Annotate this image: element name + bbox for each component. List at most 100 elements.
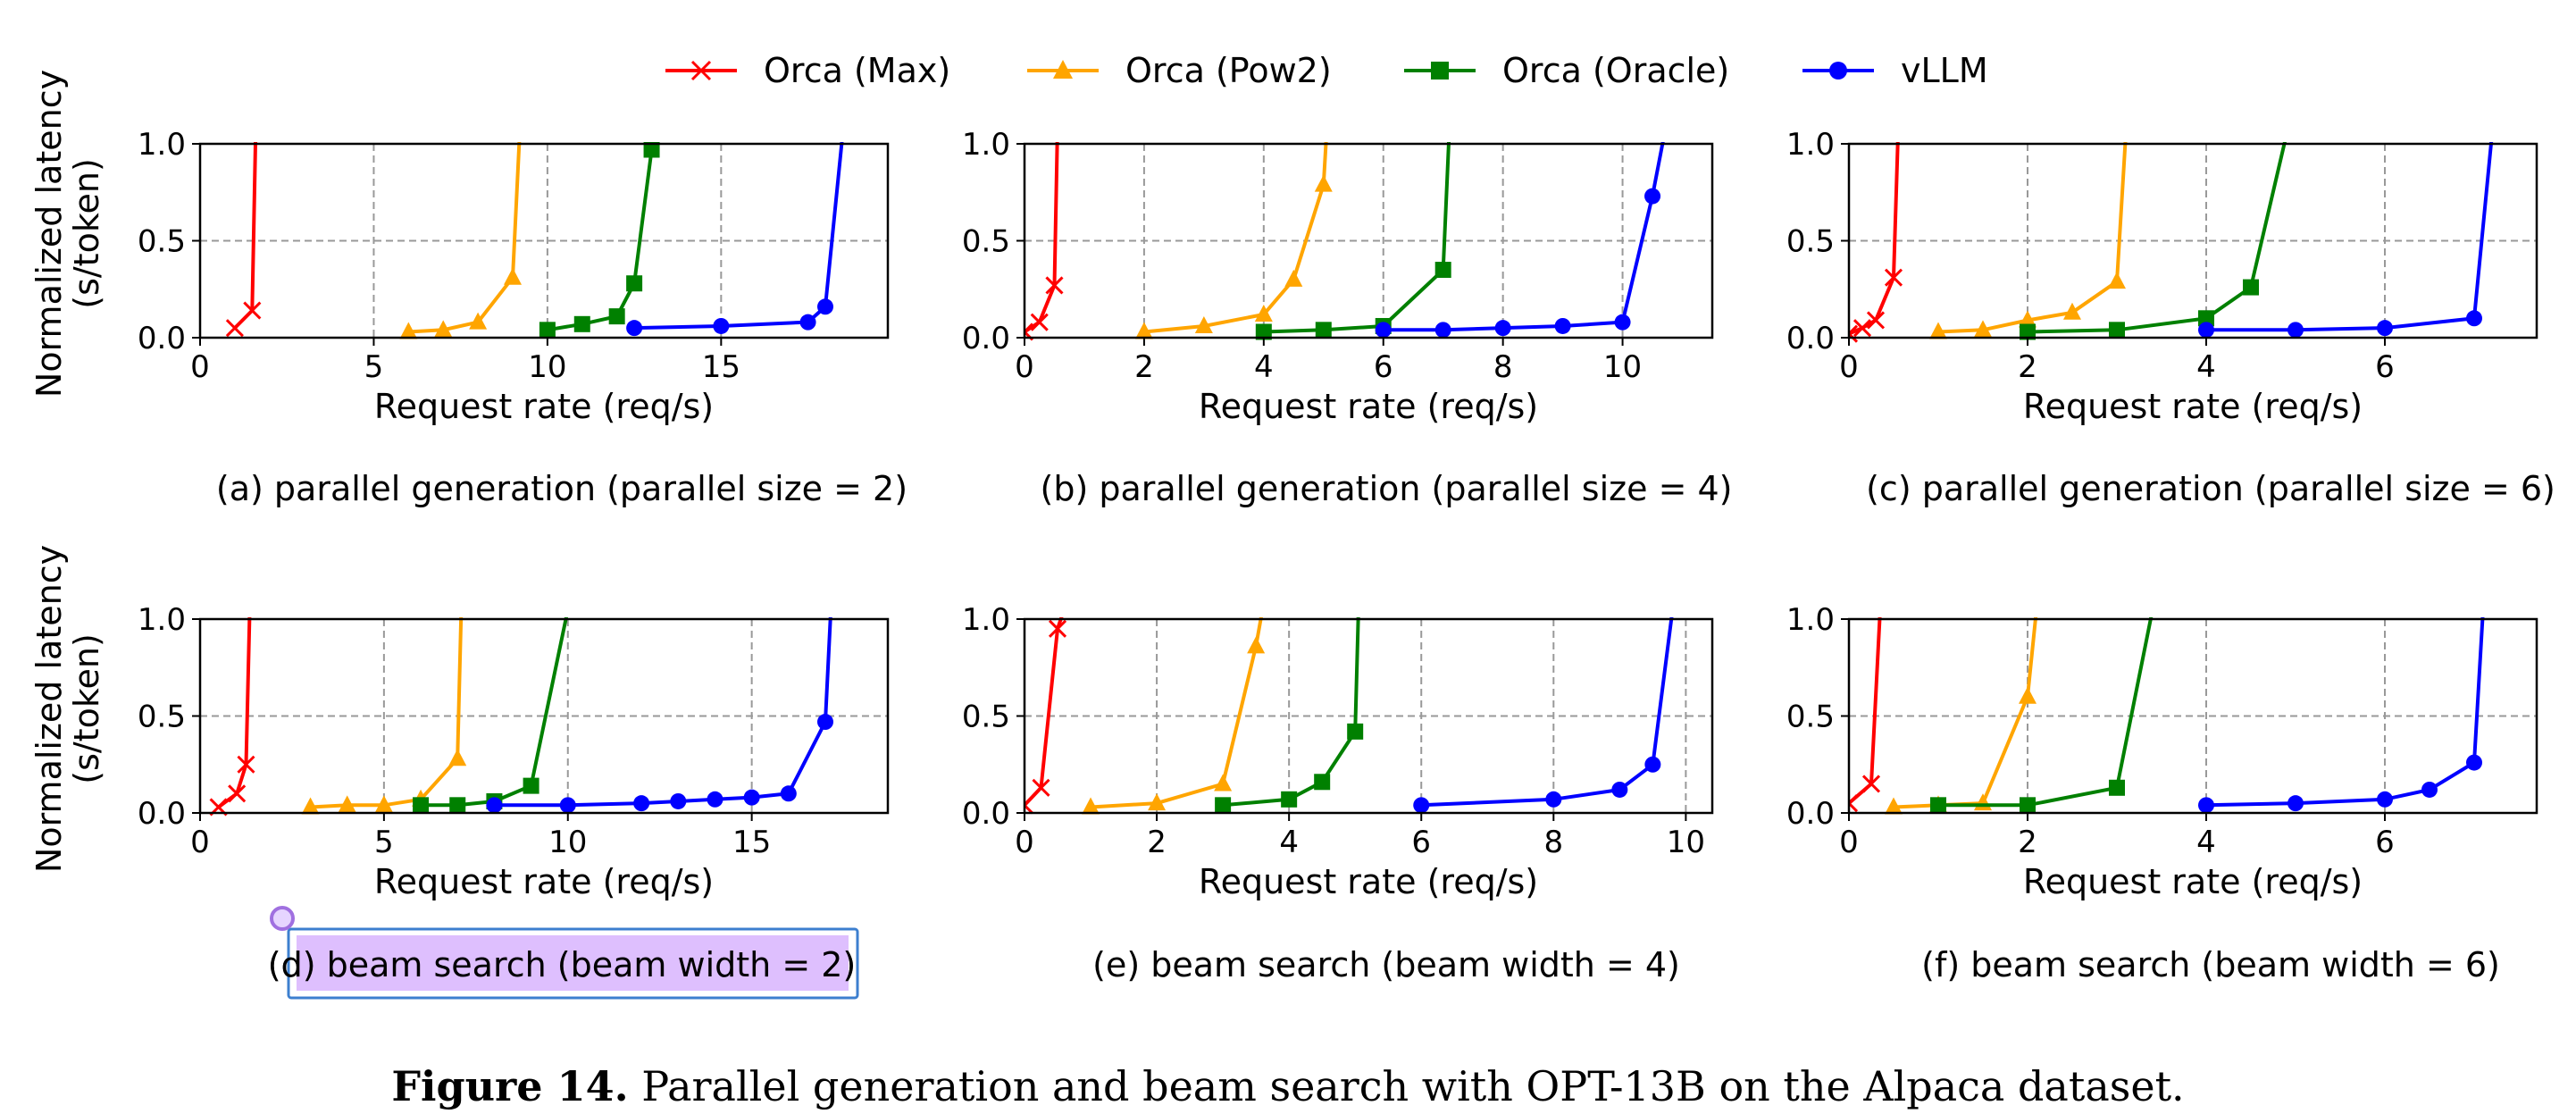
- series-line-vllm: [634, 142, 844, 331]
- data-point-orca-pow2: [1929, 322, 1947, 339]
- data-point-orca-oracle: [2020, 323, 2036, 340]
- cursor-handle-icon[interactable]: [270, 906, 295, 931]
- series-line-orca-max: [1849, 142, 1900, 336]
- data-point-vllm: [1614, 314, 1631, 331]
- data-point-orca-oracle: [449, 797, 466, 814]
- legend-item-orca-oracle: Orca (Oracle): [1404, 51, 1729, 90]
- data-point-vllm: [1644, 188, 1661, 205]
- data-point-orca-pow2: [1214, 774, 1233, 792]
- data-point-orca-oracle: [1930, 797, 1946, 814]
- x-axis-label: Request rate (req/s): [2023, 862, 2363, 901]
- y-tick-label: 1.0: [962, 127, 1010, 163]
- data-point-orca-oracle: [1215, 797, 1232, 814]
- series-group: [1849, 617, 2485, 815]
- data-point-orca-max: [228, 784, 247, 803]
- y-tick-label: 1.0: [138, 127, 186, 163]
- data-point-orca-pow2: [2063, 302, 2081, 320]
- y-tick-label: 0.5: [1786, 224, 1835, 260]
- series-line-orca-max: [1849, 617, 1882, 805]
- x-tick-label: 0: [1015, 825, 1034, 860]
- y-axis-label: Normalized latency: [29, 545, 69, 873]
- y-tick-label: 0.5: [138, 224, 186, 260]
- x-tick-label: 2: [2018, 825, 2037, 860]
- data-point-vllm: [1611, 781, 1628, 798]
- x-tick-label: 0: [1015, 349, 1034, 385]
- data-point-orca-oracle: [2243, 279, 2259, 296]
- data-point-orca-oracle: [539, 322, 556, 339]
- x-axis-label: Request rate (req/s): [374, 862, 714, 901]
- data-point-orca-oracle: [523, 777, 539, 794]
- y-tick-label: 1.0: [1786, 127, 1835, 163]
- x-axis-label: Request rate (req/s): [2023, 387, 2363, 426]
- data-point-orca-pow2: [301, 797, 320, 815]
- y-tick-label: 0.0: [1786, 796, 1835, 832]
- series-line-orca-oracle: [1263, 142, 1451, 334]
- selection-box[interactable]: [287, 927, 859, 1000]
- y-tick-label: 0.0: [1786, 321, 1835, 356]
- data-point-vllm: [2198, 322, 2214, 339]
- selection-fill[interactable]: [297, 935, 849, 991]
- data-point-orca-pow2: [338, 795, 356, 813]
- y-tick-label: 0.0: [962, 796, 1010, 832]
- data-point-orca-pow2: [448, 749, 467, 766]
- x-tick-label: 8: [1543, 825, 1563, 860]
- data-point-vllm: [1494, 320, 1511, 337]
- series-line-orca-oracle: [1222, 617, 1360, 808]
- data-point-orca-max: [1849, 794, 1859, 813]
- series-group: [225, 142, 844, 339]
- data-point-orca-oracle: [643, 142, 660, 158]
- x-tick-label: 0: [190, 825, 210, 860]
- selection-highlight[interactable]: (d) beam search (beam width = 2): [268, 906, 859, 1000]
- data-point-vllm: [817, 714, 833, 731]
- x-tick-label: 2: [1134, 349, 1154, 385]
- x-tick-label: 6: [2375, 825, 2395, 860]
- data-point-vllm: [2466, 754, 2482, 771]
- data-point-orca-pow2: [504, 267, 522, 285]
- series-line-orca-max: [1025, 142, 1059, 334]
- x-tick-label: 10: [1667, 825, 1705, 860]
- data-point-orca-pow2: [1885, 797, 1903, 815]
- data-point-orca-max: [1045, 276, 1064, 295]
- x-tick-label: 4: [1254, 349, 1274, 385]
- series-line-orca-pow2: [1143, 142, 1328, 334]
- y-tick-label: 0.5: [138, 699, 186, 735]
- data-point-orca-oracle: [608, 308, 625, 325]
- series-line-orca-oracle: [2027, 142, 2287, 334]
- series-line-orca-max: [1025, 617, 1064, 807]
- x-tick-label: 4: [2196, 349, 2216, 385]
- data-point-orca-pow2: [1284, 269, 1303, 287]
- series-line-vllm: [2206, 142, 2494, 332]
- y-tick-label: 0.0: [138, 321, 186, 356]
- series-line-orca-pow2: [1937, 142, 2128, 334]
- subplot-caption: (c) parallel generation (parallel size =…: [1866, 469, 2555, 508]
- legend-marker-x-icon: [690, 60, 712, 81]
- data-point-vllm: [670, 792, 687, 809]
- x-tick-label: 6: [2375, 349, 2395, 385]
- y-axis-label: Normalized latency: [29, 70, 69, 398]
- data-point-vllm: [1413, 797, 1430, 814]
- data-point-vllm: [707, 791, 723, 808]
- x-tick-label: 4: [2196, 825, 2216, 860]
- data-point-vllm: [1375, 322, 1392, 339]
- data-point-vllm: [2377, 320, 2393, 337]
- x-tick-label: 10: [1603, 349, 1642, 385]
- x-tick-label: 4: [1279, 825, 1299, 860]
- chart-panel-c: 0 2 4 6 0.0 0.5 1.0 Request rate (req/s) (c) par…: [1786, 127, 2555, 508]
- data-point-vllm: [1644, 756, 1661, 773]
- y-tick-label: 0.5: [962, 699, 1010, 735]
- data-point-vllm: [1434, 322, 1451, 339]
- data-point-orca-pow2: [1194, 315, 1213, 333]
- y-tick-label: 1.0: [962, 602, 1010, 638]
- data-point-orca-max: [243, 301, 262, 320]
- legend-item-orca-pow2: Orca (Pow2): [1027, 51, 1332, 90]
- data-point-orca-pow2: [434, 320, 453, 338]
- data-point-orca-oracle: [1315, 322, 1332, 339]
- data-point-orca-oracle: [2109, 779, 2125, 796]
- data-point-vllm: [2466, 310, 2482, 327]
- y-tick-label: 1.0: [138, 602, 186, 638]
- series-line-orca-pow2: [1893, 617, 2038, 809]
- data-point-orca-pow2: [374, 795, 393, 813]
- data-point-orca-oracle: [2109, 322, 2125, 339]
- data-point-orca-pow2: [1148, 793, 1167, 811]
